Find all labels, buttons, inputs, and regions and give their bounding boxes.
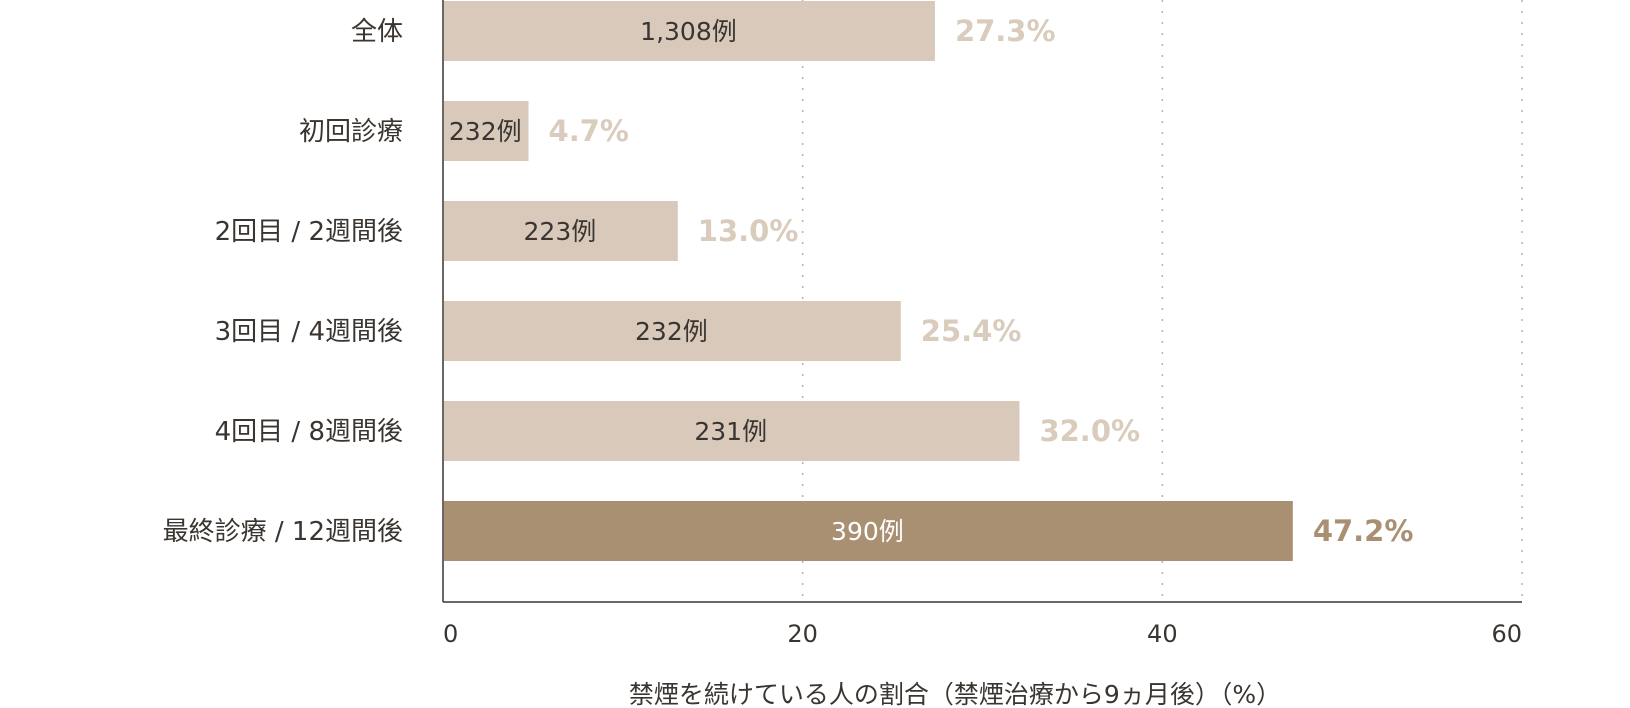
bar-case-label: 231例 [694, 417, 767, 446]
x-axis-title: 禁煙を続けている人の割合（禁煙治療から9ヵ月後）（%） [629, 680, 1281, 708]
bars: 1,308例 27.3% 232例 4.7% 223例 13.0% 232例 25.4% 231… [444, 1, 1413, 561]
bar-value-label: 13.0% [698, 214, 799, 248]
grid-lines [801, 0, 1523, 602]
bar-value-label: 27.3% [955, 14, 1056, 48]
category-label: 最終診療 / 12週間後 [163, 517, 403, 547]
axes [442, 0, 1522, 603]
bar-case-label: 232例 [635, 317, 708, 346]
category-label: 2回目 / 2週間後 [215, 217, 403, 247]
x-tick-label-20: 20 [787, 620, 818, 648]
bar-value-label: 25.4% [921, 314, 1022, 348]
x-tick-label-60: 60 [1491, 620, 1522, 648]
bar [444, 101, 529, 161]
x-tick-labels: 0 20 40 60 [443, 620, 1522, 648]
bar [444, 401, 1020, 461]
category-label: 4回目 / 8週間後 [215, 417, 403, 447]
x-tick-label-40: 40 [1147, 620, 1178, 648]
bar-highlight [444, 501, 1293, 561]
bar-value-label: 47.2% [1313, 514, 1414, 548]
bar [444, 1, 935, 61]
category-label: 初回診療 [299, 117, 403, 147]
bar-value-label: 4.7% [549, 114, 629, 148]
bar-case-label: 1,308例 [640, 17, 737, 46]
category-label: 3回目 / 4週間後 [215, 317, 403, 347]
category-label: 全体 [351, 17, 403, 47]
bar [444, 201, 678, 261]
bar-value-label: 32.0% [1039, 414, 1140, 448]
x-tick-label-0: 0 [443, 620, 458, 648]
bar-case-label: 390例 [831, 517, 904, 546]
bar [444, 301, 901, 361]
bar-case-label: 223例 [524, 217, 597, 246]
bar-case-label: 232例 [449, 117, 522, 146]
